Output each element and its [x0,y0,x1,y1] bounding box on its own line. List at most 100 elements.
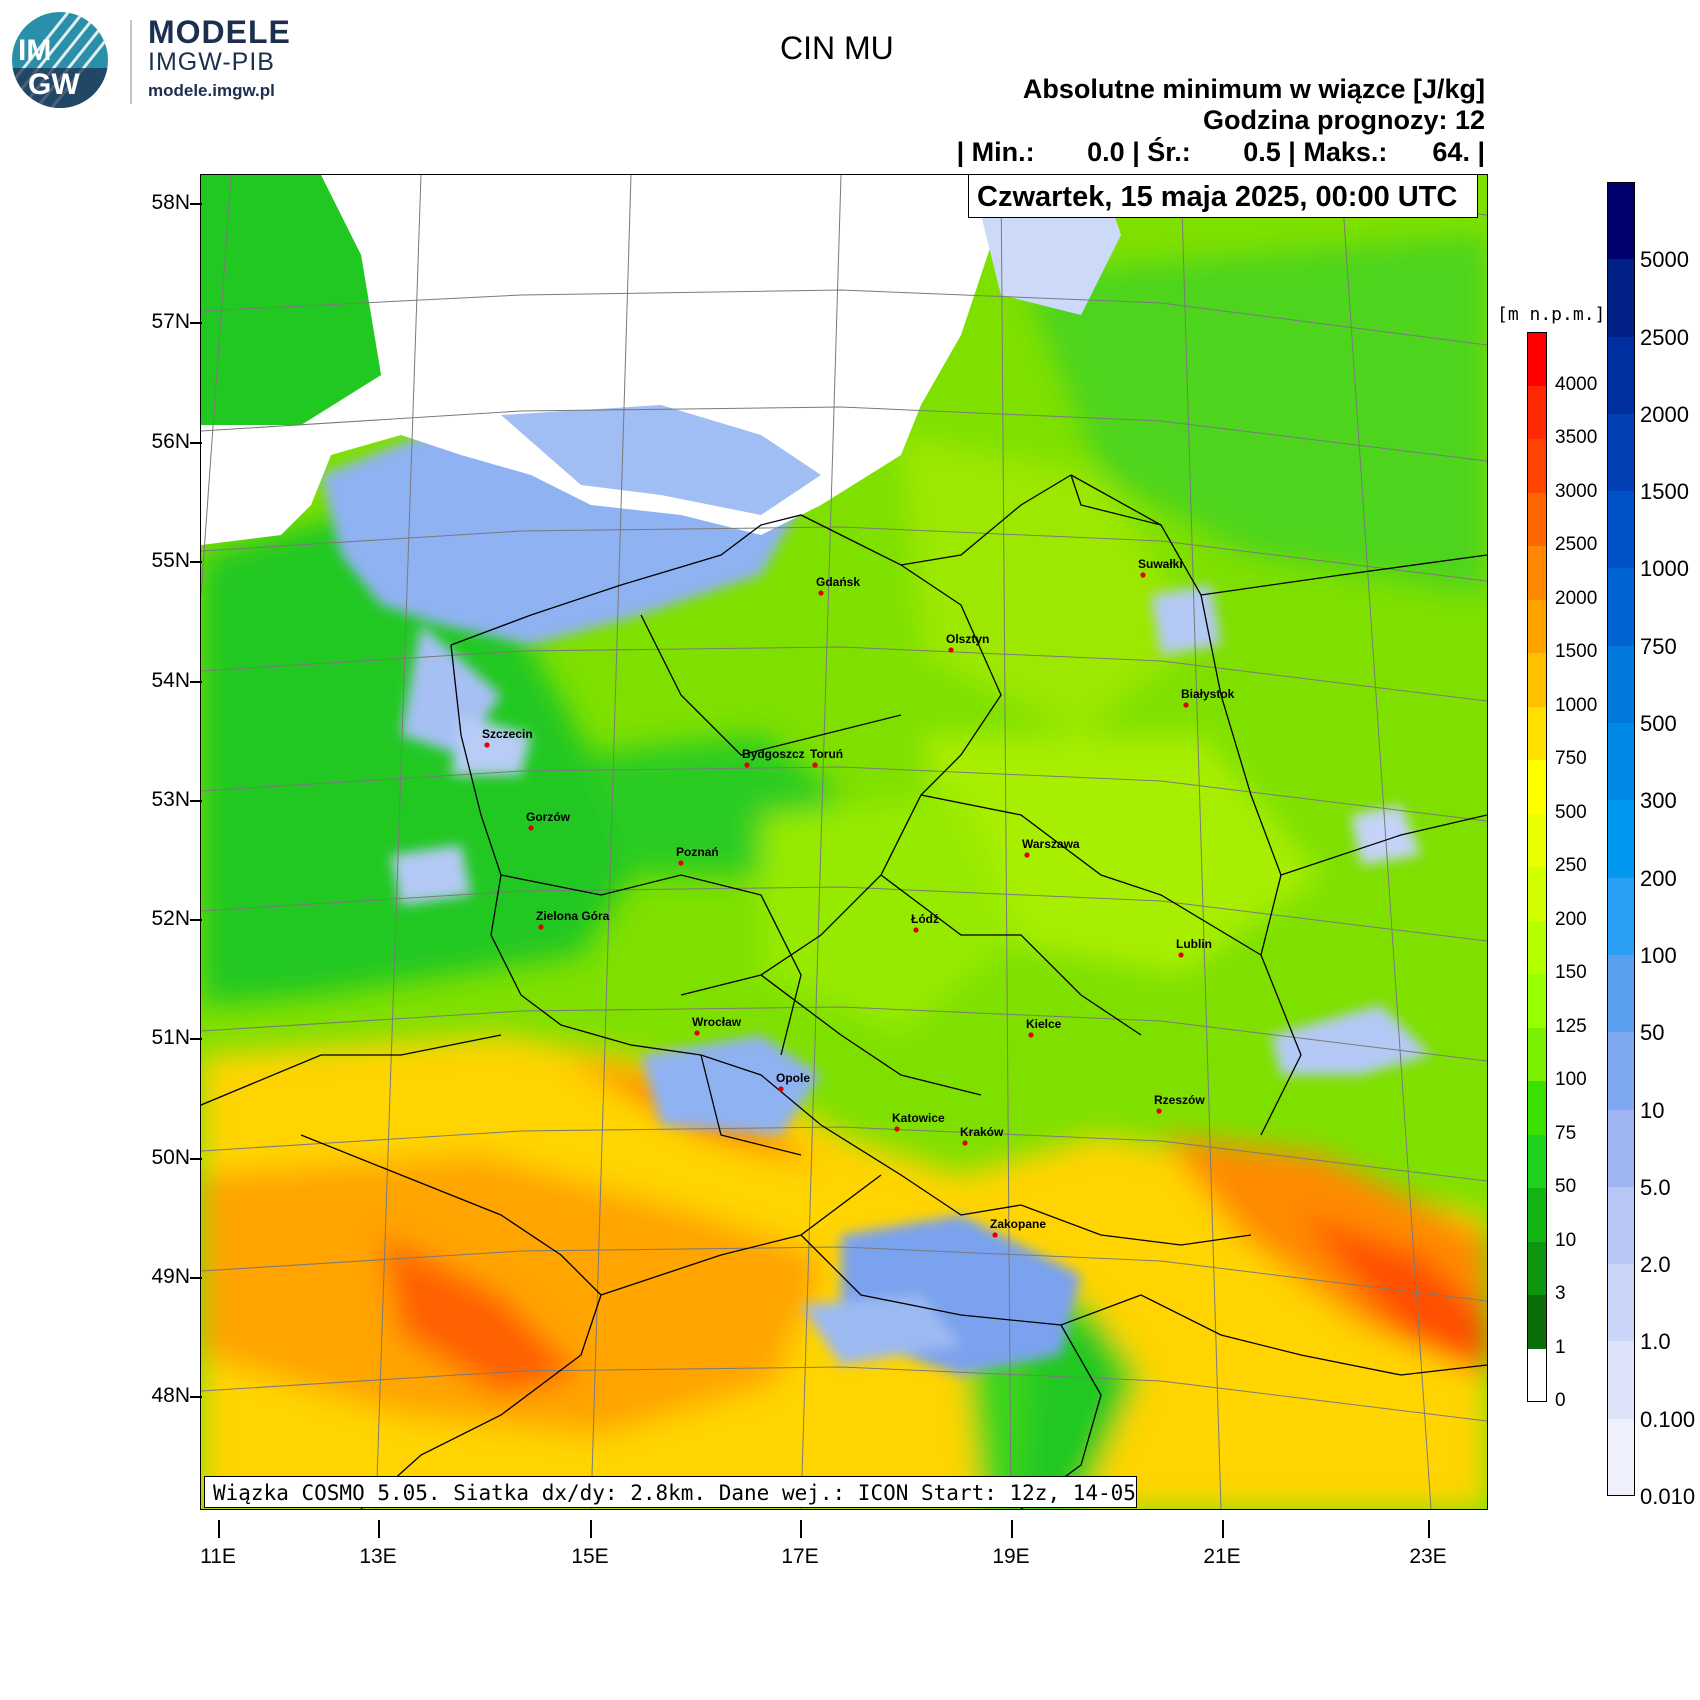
terrain-swatch [1527,439,1547,493]
lon-label-21E: 21E [1203,1545,1241,1568]
cin-label: 200 [1640,865,1677,891]
cin-swatch [1607,413,1635,492]
city-marker [678,860,684,866]
lat-tick [190,1277,202,1279]
logo-line3: modele.imgw.pl [148,81,275,100]
city-label: Suwałki [1138,557,1183,571]
cin-swatch [1607,954,1635,1033]
city-marker [528,825,534,831]
terrain-swatch [1527,920,1547,975]
terrain-label: 3500 [1555,427,1598,448]
lat-label-49N: 49N [151,1265,190,1288]
sea-layer [201,175,1121,545]
lat-label-48N: 48N [151,1384,190,1407]
lat-label-52N: 52N [151,907,190,930]
imgw-badge-icon: IM GW [12,12,108,108]
logo-line2: IMGW-PIB [148,48,275,76]
cin-label: 100 [1640,942,1677,968]
lat-tick [190,561,202,563]
lat-label-58N: 58N [151,191,190,214]
cin-swatch [1607,568,1635,647]
lon-tick [1222,1520,1224,1538]
cin-swatch [1607,877,1635,956]
terrain-label: 1500 [1555,641,1598,662]
lat-tick [190,681,202,683]
city-label: Zakopane [990,1217,1046,1231]
terrain-unit-label: [m n.p.m.] [1497,304,1606,325]
city-label: Olsztyn [946,632,989,646]
lat-tick [190,1396,202,1398]
city-label: Łódź [911,912,939,926]
cin-label: 10 [1640,1097,1665,1123]
terrain-swatch [1527,867,1547,921]
city-label: Warszawa [1022,837,1080,851]
cin-label: 0.010 [1640,1484,1696,1509]
terrain-swatch [1527,1241,1547,1296]
map-canvas: Gdańsk Suwałki Olsztyn Białystok Szczecin Byd… [201,175,1487,1509]
city-label: Opole [776,1071,810,1085]
lat-tick [190,442,202,444]
terrain-swatch [1527,1188,1547,1242]
city-marker [484,742,490,748]
cin-swatch [1607,1186,1635,1265]
terrain-swatch [1527,492,1547,547]
cin-label: 1000 [1640,556,1689,582]
city-marker [1178,952,1184,958]
cin-label: 500 [1640,711,1677,737]
terrain-swatch [1527,385,1547,440]
terrain-swatch [1527,1295,1547,1349]
logo-badge-top: IM [18,34,51,67]
city-label: Wrocław [692,1015,742,1029]
cin-swatch [1607,1032,1635,1111]
logo-line1: MODELE [148,14,291,50]
terrain-label: 3000 [1555,480,1598,502]
cin-swatch [1607,182,1635,260]
footer-info: Wiązka COSMO 5.05. Siatka dx/dy: 2.8km. … [204,1476,1137,1508]
city-marker [962,1140,968,1146]
terrain-swatch [1527,1134,1547,1189]
cin-swatch [1607,800,1635,879]
city-label: Bydgoszcz [742,747,805,761]
cin-swatch [1607,1264,1635,1342]
cin-label: 5.0 [1640,1174,1671,1200]
terrain-label: 4000 [1555,373,1598,395]
city-label: Katowice [892,1111,945,1125]
lon-tick [1011,1520,1013,1538]
lat-label-56N: 56N [151,430,190,453]
terrain-label: 250 [1555,855,1587,876]
cin-swatch [1607,723,1635,801]
lon-label-19E: 19E [992,1545,1030,1568]
cin-label: 1.0 [1640,1329,1671,1355]
city-label: Gorzów [526,810,571,824]
city-label: Kielce [1026,1017,1062,1031]
terrain-swatch [1527,1348,1547,1403]
lon-tick [378,1520,380,1538]
lat-tick [190,322,202,324]
cin-label: 0.100 [1640,1406,1696,1432]
lon-label-13E: 13E [359,1545,397,1568]
cin-swatch [1607,336,1635,415]
cin-label: 50 [1640,1020,1665,1046]
lat-tick [190,203,202,205]
logo-badge-bottom: GW [28,68,80,101]
city-label: Zielona Góra [536,909,610,923]
terrain-swatch [1527,1081,1547,1135]
terrain-label: 1 [1555,1336,1566,1358]
lon-tick [800,1520,802,1538]
lon-label-15E: 15E [571,1545,609,1568]
city-marker [1183,702,1189,708]
terrain-swatch [1527,760,1547,814]
terrain-label: 100 [1555,1069,1587,1090]
cin-swatch [1607,1341,1635,1420]
cin-swatch [1607,491,1635,569]
cin-swatch [1607,1418,1635,1497]
terrain-label: 3 [1555,1283,1566,1304]
city-marker [948,647,954,653]
terrain-swatch [1527,813,1547,868]
terrain-label: 200 [1555,908,1587,930]
city-marker [894,1126,900,1132]
cin-label: 750 [1640,633,1677,659]
terrain-label: 0 [1555,1390,1566,1411]
forecast-hour: Godzina prognozy: 12 [1202,105,1485,135]
city-label: Szczecin [482,727,533,741]
